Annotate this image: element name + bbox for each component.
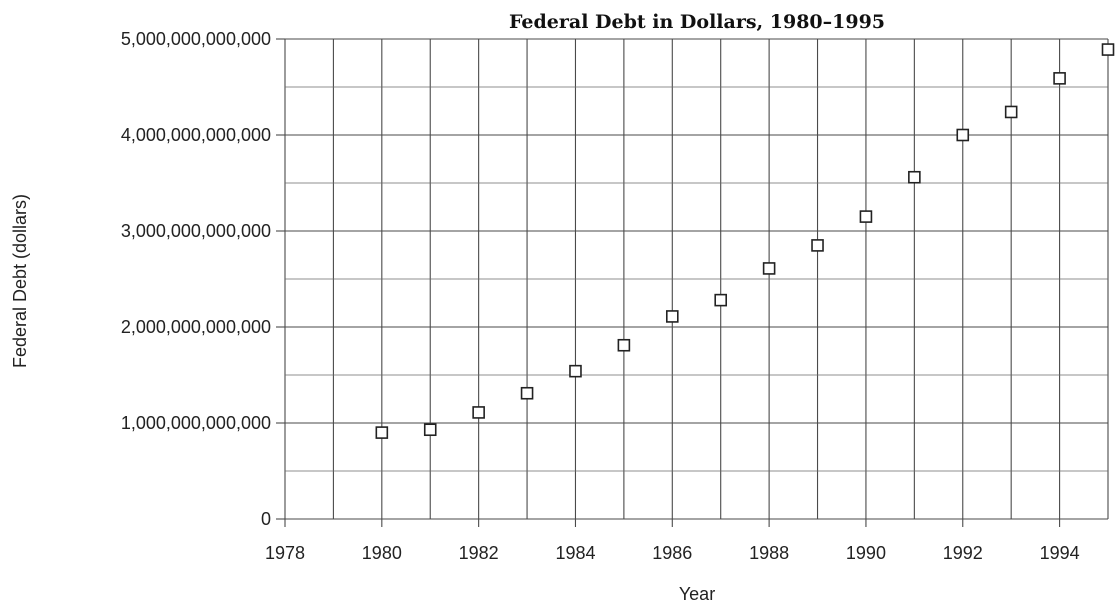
x-tick-label: 1978 bbox=[265, 543, 305, 563]
data-point bbox=[617, 338, 631, 352]
data-points bbox=[375, 43, 1115, 439]
y-tick-label: 5,000,000,000,000 bbox=[121, 29, 271, 49]
y-tick-label: 1,000,000,000,000 bbox=[121, 413, 271, 433]
y-tick-label: 0 bbox=[261, 509, 271, 529]
data-point bbox=[472, 406, 485, 419]
x-tick-label: 1982 bbox=[459, 543, 499, 563]
data-point bbox=[1004, 105, 1018, 119]
grid bbox=[284, 38, 1109, 520]
data-point bbox=[665, 310, 679, 323]
x-tick-label: 1986 bbox=[652, 543, 692, 563]
x-tick-label: 1984 bbox=[555, 543, 595, 563]
data-point bbox=[375, 426, 389, 439]
x-tick-label: 1980 bbox=[362, 543, 402, 563]
data-point bbox=[811, 239, 824, 252]
y-tick-label: 4,000,000,000,000 bbox=[121, 125, 271, 145]
data-point bbox=[762, 262, 776, 275]
data-point bbox=[859, 210, 873, 223]
y-tick-label: 2,000,000,000,000 bbox=[121, 317, 271, 337]
x-tick-label: 1988 bbox=[749, 543, 789, 563]
x-axis-label: Year bbox=[679, 584, 715, 604]
data-point bbox=[569, 364, 582, 378]
chart-title: Federal Debt in Dollars, 1980–1995 bbox=[509, 11, 885, 33]
data-point bbox=[1053, 72, 1066, 85]
y-axis-label: Federal Debt (dollars) bbox=[10, 194, 30, 368]
data-point bbox=[1101, 43, 1115, 56]
data-point bbox=[908, 170, 921, 184]
x-tick-label: 1990 bbox=[846, 543, 886, 563]
data-point bbox=[714, 293, 728, 307]
x-tick-label: 1992 bbox=[943, 543, 983, 563]
data-point bbox=[520, 386, 534, 400]
x-tick-label: 1994 bbox=[1040, 543, 1080, 563]
data-point bbox=[956, 128, 970, 142]
y-tick-label: 3,000,000,000,000 bbox=[121, 221, 271, 241]
x-axis-ticks: 1978 1980 1982 1984 1986 1988 1990 1992 1994 bbox=[265, 519, 1080, 563]
y-axis-ticks: 0 1,000,000,000,000 2,000,000,000,000 3,000… bbox=[121, 29, 285, 529]
data-point bbox=[423, 423, 437, 437]
